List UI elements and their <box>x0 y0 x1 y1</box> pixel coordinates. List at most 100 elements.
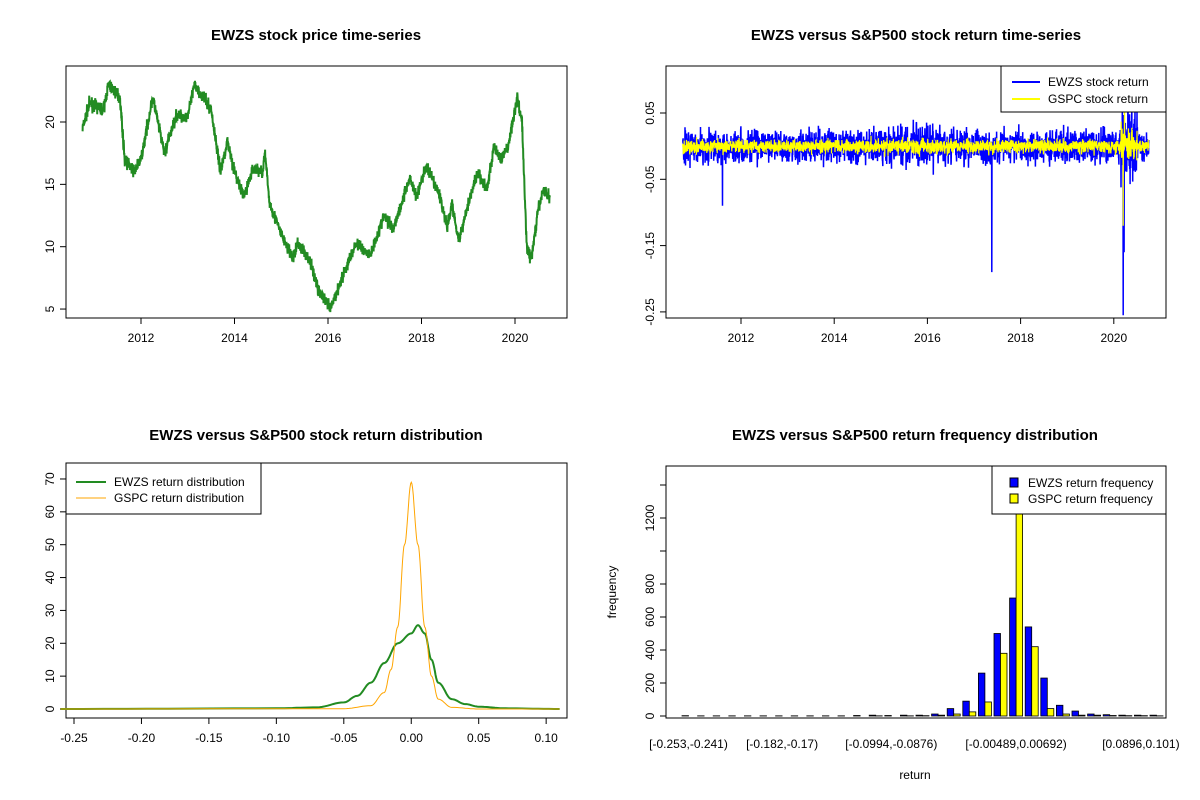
chart4-bar-gspc <box>1062 713 1070 717</box>
chart2-xtick-label: 2014 <box>821 331 848 345</box>
chart4-xlabel: return <box>899 768 930 782</box>
chart4-bar-ewzs <box>946 708 955 717</box>
chart4-legend-label: GSPC return frequency <box>1028 492 1153 506</box>
chart2-plot-box <box>665 65 1167 319</box>
chart1-title: EWZS stock price time-series <box>211 27 421 44</box>
chart4-bar-ewzs <box>1118 714 1126 717</box>
chart1-ytick-label: 10 <box>43 240 57 254</box>
chart3-xtick-label: 0.00 <box>400 731 424 745</box>
chart4-legend-label: EWZS return frequency <box>1028 476 1153 490</box>
chart3-ytick-label: 0 <box>43 705 57 712</box>
chart3-ytick-label: 30 <box>43 603 57 617</box>
chart3-density-gspc <box>60 481 560 710</box>
chart4-bar-ewzs <box>1024 626 1033 717</box>
chart3-legend-label: GSPC return distribution <box>114 491 244 505</box>
chart3-ytick-label: 70 <box>43 472 57 486</box>
chart3-title: EWZS versus S&P500 stock return distribu… <box>149 427 482 444</box>
chart3-ytick-label: 10 <box>43 669 57 683</box>
chart4-bar-gspc <box>1078 714 1086 717</box>
chart4-ytick-label: 800 <box>643 574 657 594</box>
chart3-ytick-label: 20 <box>43 636 57 650</box>
chart3-xtick-label: 0.05 <box>467 731 491 745</box>
chart1-ytick-label: 15 <box>43 177 57 191</box>
chart2-series-gspc <box>682 86 1150 226</box>
chart3-xtick-label: -0.25 <box>60 731 88 745</box>
chart2-ytick-label: 0.05 <box>643 101 657 125</box>
chart4-bar-ewzs <box>868 714 877 717</box>
chart4-bar-ewzs <box>915 714 923 717</box>
chart2-xtick-label: 2018 <box>1007 331 1034 345</box>
chart1-plot-box <box>65 65 568 319</box>
chart4-xtick-label: [0.0896,0.101) <box>1102 737 1179 751</box>
chart4-bar-ewzs <box>978 672 986 717</box>
chart4-bar-ewzs <box>993 633 1001 717</box>
chart2-legend-label: GSPC stock return <box>1048 92 1148 106</box>
chart3-density-ewzs <box>60 624 560 710</box>
chart2-ytick-label: -0.05 <box>643 165 657 193</box>
chart4-legend-swatch <box>1009 493 1019 504</box>
chart4-xtick-label: [-0.0994,-0.0876) <box>845 737 937 751</box>
chart3-xtick-label: -0.15 <box>195 731 223 745</box>
chart1-xtick-label: 2018 <box>408 331 435 345</box>
chart3-xtick-label: -0.05 <box>330 731 358 745</box>
chart3-ytick-label: 40 <box>43 571 57 585</box>
chart4-ytick-label: 600 <box>643 607 657 627</box>
chart1-xtick-label: 2012 <box>128 331 155 345</box>
chart4-xtick-label: [-0.182,-0.17) <box>746 737 818 751</box>
chart4-legend-swatch <box>1009 477 1019 488</box>
chart1-xtick-label: 2016 <box>315 331 342 345</box>
chart4-ylabel: frequency <box>605 566 619 619</box>
chart2-ytick-label: -0.25 <box>643 298 657 326</box>
chart3-ytick-label: 60 <box>43 505 57 519</box>
chart4-bar-gspc <box>953 713 961 717</box>
chart2-legend <box>1000 65 1167 113</box>
chart4-ytick-label: 1200 <box>643 504 657 531</box>
chart1-ytick-label: 5 <box>43 305 57 312</box>
chart1-price-line <box>81 79 551 313</box>
chart3-xtick-label: -0.10 <box>263 731 291 745</box>
chart4-legend <box>991 465 1167 515</box>
chart3-xtick-label: 0.10 <box>534 731 558 745</box>
chart3-ytick-label: 50 <box>43 538 57 552</box>
chart4-bar-gspc <box>937 714 945 717</box>
chart4-bar-ewzs <box>1134 714 1142 717</box>
chart2-legend-label: EWZS stock return <box>1048 75 1149 89</box>
chart3-legend-label: EWZS return distribution <box>114 475 245 489</box>
chart4-xtick-label: [-0.253,-0.241) <box>649 737 728 751</box>
chart4-bar-ewzs <box>1056 704 1064 717</box>
chart4-bar-ewzs <box>962 700 970 717</box>
chart4-bar-ewzs <box>1009 597 1017 717</box>
chart4-bar-gspc <box>1031 646 1039 717</box>
chart4-bar-ewzs <box>1087 713 1095 717</box>
chart4-bar-ewzs <box>1149 714 1157 717</box>
chart4-bar-gspc <box>1093 714 1101 717</box>
chart4-bar-ewzs <box>900 714 908 717</box>
chart4-bar-gspc <box>1046 708 1055 717</box>
chart4-plot-box <box>665 465 1167 719</box>
chart1-ytick-label: 20 <box>43 115 57 129</box>
chart4-bar-ewzs <box>1102 714 1111 717</box>
chart3-xtick-label: -0.20 <box>128 731 156 745</box>
chart4-ytick-label: 400 <box>643 640 657 660</box>
chart4-ytick-label: 200 <box>643 673 657 693</box>
chart2-xtick-label: 2012 <box>728 331 755 345</box>
chart2-series-ewzs <box>682 86 1150 316</box>
chart4-bar-gspc <box>984 701 992 717</box>
chart2-xtick-label: 2020 <box>1100 331 1127 345</box>
chart4-title: EWZS versus S&P500 return frequency dist… <box>732 427 1098 444</box>
chart4-xtick-label: [-0.00489,0.00692) <box>965 737 1066 751</box>
chart4-bar-gspc <box>1000 652 1008 717</box>
chart4-ytick-label: 0 <box>643 712 657 719</box>
chart1-xtick-label: 2014 <box>221 331 248 345</box>
chart4-bar-ewzs <box>931 713 939 717</box>
chart2-ytick-label: -0.15 <box>643 232 657 260</box>
chart3-plot-box <box>65 462 568 719</box>
chart2-title: EWZS versus S&P500 stock return time-ser… <box>751 27 1081 44</box>
chart2-xtick-label: 2016 <box>914 331 941 345</box>
chart4-bar-gspc <box>968 711 977 717</box>
chart3-legend <box>65 462 262 515</box>
chart4-bar-ewzs <box>1040 677 1048 717</box>
chart4-bar-ewzs <box>1071 710 1079 717</box>
